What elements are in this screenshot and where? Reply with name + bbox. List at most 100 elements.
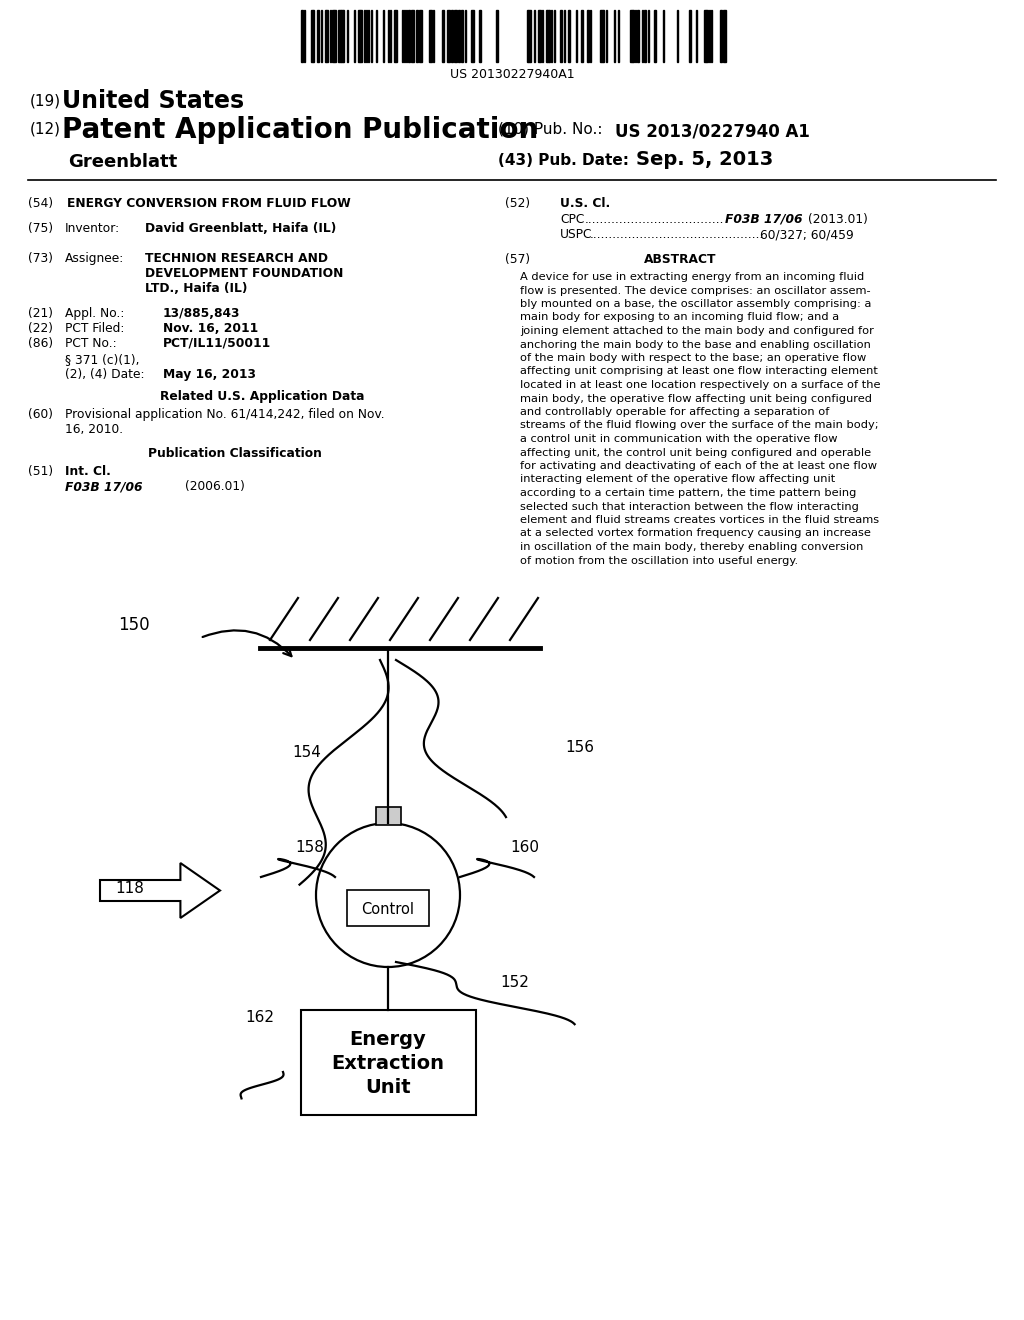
Bar [301,11,303,62]
Text: (60): (60) [28,408,53,421]
Bar [411,11,414,62]
Text: 118: 118 [115,880,144,896]
Bar [587,11,589,62]
Bar [447,11,450,62]
Text: main body, the operative flow affecting unit being configured: main body, the operative flow affecting … [520,393,872,404]
Text: LTD., Haifa (IL): LTD., Haifa (IL) [145,282,248,294]
Bar [419,11,422,62]
Bar [705,11,706,62]
Bar [311,11,313,62]
Bar [723,11,726,62]
Text: main body for exposing to an incoming fluid flow; and a: main body for exposing to an incoming fl… [520,313,839,322]
Text: 158: 158 [295,840,324,855]
Text: affecting unit comprising at least one flow interacting element: affecting unit comprising at least one f… [520,367,878,376]
Bar [458,11,460,62]
Text: streams of the fluid flowing over the surface of the main body;: streams of the fluid flowing over the su… [520,421,879,430]
Text: F03B 17/06: F03B 17/06 [725,213,803,226]
Text: Assignee:: Assignee: [65,252,124,265]
Bar [644,11,646,62]
Bar [528,11,531,62]
Text: 152: 152 [500,975,528,990]
Bar [560,11,562,62]
Text: TECHNION RESEARCH AND: TECHNION RESEARCH AND [145,252,328,265]
Text: at a selected vortex formation frequency causing an increase: at a selected vortex formation frequency… [520,528,870,539]
Bar [461,11,463,62]
Bar [429,11,432,62]
Text: (73): (73) [28,252,53,265]
Text: ENERGY CONVERSION FROM FLUID FLOW: ENERGY CONVERSION FROM FLUID FLOW [67,197,351,210]
Text: of the main body with respect to the base; an operative flow: of the main body with respect to the bas… [520,352,866,363]
Bar [376,807,401,825]
Text: Provisional application No. 61/414,242, filed on Nov.: Provisional application No. 61/414,242, … [65,408,385,421]
Text: (2), (4) Date:: (2), (4) Date: [65,368,144,381]
Text: Extraction: Extraction [332,1053,444,1073]
Text: joining element attached to the main body and configured for: joining element attached to the main bod… [520,326,873,337]
Text: DEVELOPMENT FOUNDATION: DEVELOPMENT FOUNDATION [145,267,343,280]
Text: A device for use in extracting energy from an incoming fluid: A device for use in extracting energy fr… [520,272,864,282]
Text: 162: 162 [245,1010,274,1026]
Text: U.S. Cl.: U.S. Cl. [560,197,610,210]
Text: bly mounted on a base, the oscillator assembly comprising: a: bly mounted on a base, the oscillator as… [520,300,871,309]
Bar [326,11,328,62]
Bar [637,11,639,62]
Text: Energy: Energy [349,1030,426,1049]
Text: CPC: CPC [560,213,585,226]
Text: PCT Filed:: PCT Filed: [65,322,124,335]
Text: (54): (54) [28,197,53,210]
Bar [358,11,360,62]
Bar [720,11,722,62]
Text: United States: United States [62,88,244,114]
Bar [689,11,691,62]
Bar [317,11,319,62]
FancyArrowPatch shape [203,631,292,656]
Text: ABSTRACT: ABSTRACT [644,253,716,267]
Text: US 2013/0227940 A1: US 2013/0227940 A1 [615,121,810,140]
Text: § 371 (c)(1),: § 371 (c)(1), [65,352,139,366]
Text: Control: Control [361,903,415,917]
Text: Publication Classification: Publication Classification [148,447,322,459]
Bar [471,11,474,62]
Text: Unit: Unit [366,1078,411,1097]
Text: Sep. 5, 2013: Sep. 5, 2013 [636,150,773,169]
Text: Patent Application Publication: Patent Application Publication [62,116,539,144]
Text: in oscillation of the main body, thereby enabling conversion: in oscillation of the main body, thereby… [520,543,863,552]
Text: ....................................: .................................... [585,213,725,226]
Text: (57): (57) [505,253,530,267]
Bar [416,11,418,62]
Text: US 20130227940A1: US 20130227940A1 [450,69,574,81]
Bar [600,11,603,62]
Text: 156: 156 [565,741,594,755]
Text: (52): (52) [505,197,530,210]
Text: 154: 154 [292,744,321,760]
Text: 13/885,843: 13/885,843 [163,308,241,319]
Text: affecting unit, the control unit being configured and operable: affecting unit, the control unit being c… [520,447,871,458]
Text: (21): (21) [28,308,53,319]
Text: .............................................: ........................................… [590,228,764,242]
Bar [408,11,410,62]
Text: anchoring the main body to the base and enabling oscillation: anchoring the main body to the base and … [520,339,870,350]
Text: located in at least one location respectively on a surface of the: located in at least one location respect… [520,380,881,389]
Bar [394,11,397,62]
Text: Int. Cl.: Int. Cl. [65,465,111,478]
Text: (2006.01): (2006.01) [185,480,245,492]
Text: USPC: USPC [560,228,593,242]
Text: Appl. No.:: Appl. No.: [65,308,124,319]
Text: 160: 160 [510,840,539,855]
Text: (19): (19) [30,92,61,108]
Text: a control unit in communication with the operative flow: a control unit in communication with the… [520,434,838,444]
Bar [538,11,541,62]
Text: (22): (22) [28,322,53,335]
Bar [301,1010,476,1115]
Text: element and fluid streams creates vortices in the fluid streams: element and fluid streams creates vortic… [520,515,880,525]
Bar [454,11,457,62]
Text: according to a certain time pattern, the time pattern being: according to a certain time pattern, the… [520,488,856,498]
Text: 60/327; 60/459: 60/327; 60/459 [760,228,854,242]
Bar [451,11,453,62]
Bar [360,11,362,62]
Bar [547,11,549,62]
Text: flow is presented. The device comprises: an oscillator assem-: flow is presented. The device comprises:… [520,285,870,296]
Bar [630,11,632,62]
Text: interacting element of the operative flow affecting unit: interacting element of the operative flo… [520,474,836,484]
Text: F03B 17/06: F03B 17/06 [65,480,142,492]
Bar [332,11,334,62]
